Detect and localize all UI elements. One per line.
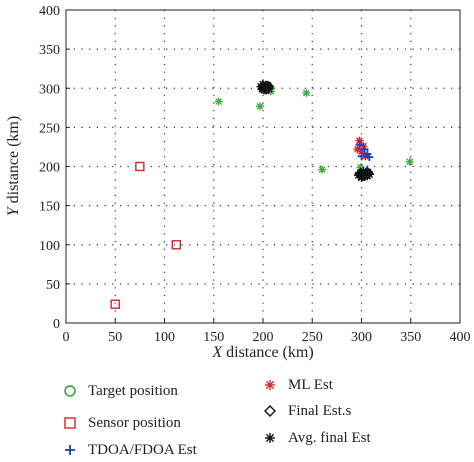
y-tick-label: 50 (46, 278, 60, 293)
data-point (214, 97, 223, 106)
axis-ticks: 0 50 100 150 200 250 300 350 400 0 50 100 150 200 250 3… (39, 4, 471, 345)
x-tick-label: 0 (63, 330, 70, 345)
series-group (259, 81, 370, 161)
data-point (257, 84, 267, 94)
y-tick-label: 250 (39, 121, 60, 136)
series-group (214, 87, 414, 174)
data-point (353, 145, 362, 154)
data-point (357, 172, 366, 182)
legend-label: Avg. final Est (288, 430, 371, 446)
legend-label: Target position (88, 383, 178, 399)
x-tick-label: 150 (203, 330, 224, 345)
data-point (171, 240, 182, 250)
legend-symbol (265, 433, 275, 443)
y-tick-label: 0 (53, 317, 60, 332)
legend-symbol (64, 385, 76, 397)
legend-symbol (265, 380, 275, 390)
data-point (405, 157, 414, 166)
legend-label: Sensor position (88, 415, 181, 431)
x-axis-label: X distance (km) (211, 344, 313, 361)
data-point (110, 299, 120, 309)
legend-label: TDOA/FDOA Est (88, 442, 197, 458)
data-marks (110, 79, 414, 309)
data-point (355, 140, 364, 149)
series-group (256, 79, 374, 182)
data-point (318, 165, 327, 174)
data-point (365, 153, 374, 162)
y-tick-label: 200 (39, 161, 60, 176)
legend-symbol (64, 417, 76, 429)
y-tick-label: 350 (39, 43, 60, 58)
x-tick-label: 400 (450, 330, 471, 345)
legend-label: ML Est (288, 377, 333, 393)
x-tick-label: 250 (302, 330, 323, 345)
x-tick-label: 50 (108, 330, 122, 345)
y-axis-label: Y distance (km) (5, 116, 22, 216)
data-point (256, 102, 265, 111)
x-tick-label: 200 (253, 330, 274, 345)
legend-label: Final Est.s (288, 403, 352, 419)
data-point (357, 152, 366, 161)
x-tick-label: 100 (154, 330, 175, 345)
y-tick-label: 400 (39, 4, 60, 19)
legend-symbol (65, 445, 75, 455)
series-group (258, 82, 374, 174)
x-tick-label: 300 (351, 330, 372, 345)
chart-area: 0 50 100 150 200 250 300 350 400 0 50 100 150 200 250 3… (5, 4, 471, 361)
grid-lines (66, 10, 460, 323)
data-point (358, 166, 368, 176)
y-tick-label: 300 (39, 82, 60, 97)
x-tick-label: 350 (400, 330, 421, 345)
data-point (360, 145, 369, 154)
series-group (110, 161, 182, 309)
series-group (257, 80, 374, 182)
data-point (135, 161, 145, 172)
data-point (302, 88, 311, 97)
y-tick-label: 100 (39, 239, 60, 254)
legend-symbol (264, 405, 276, 417)
y-tick-label: 150 (39, 200, 60, 215)
